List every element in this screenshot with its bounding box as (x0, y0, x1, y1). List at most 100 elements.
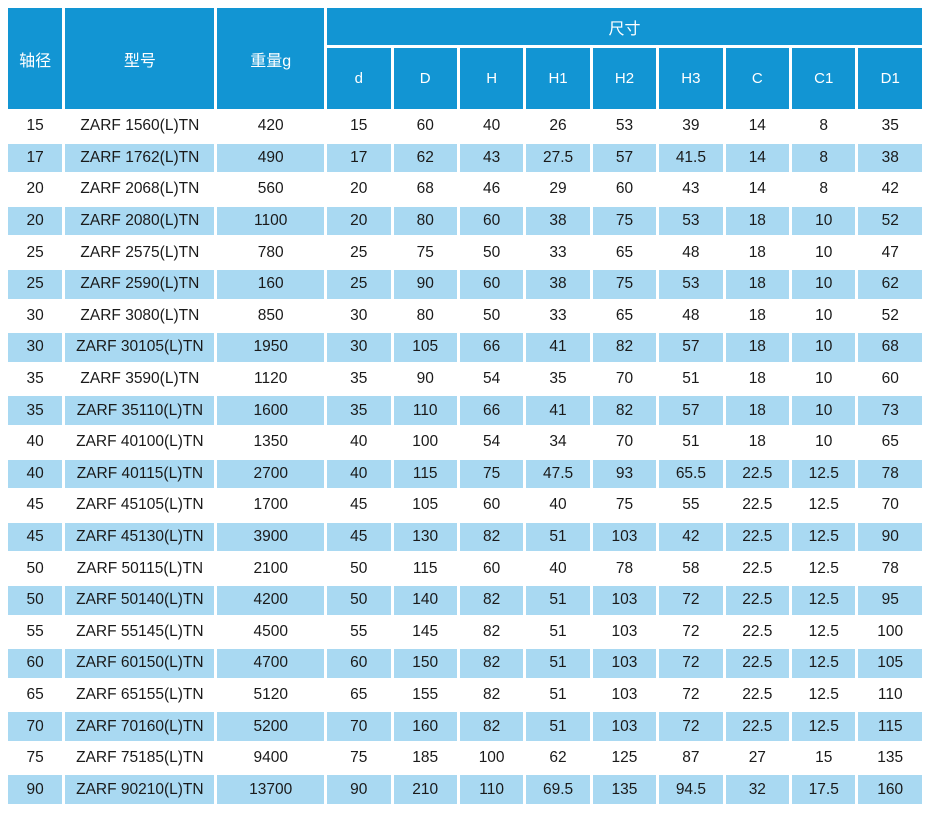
shaft-diameter-cell: 45 (8, 491, 63, 520)
dim-C-cell: 18 (725, 269, 790, 299)
dim-d-cell: 40 (327, 427, 391, 457)
dim-H-cell: 82 (459, 522, 524, 552)
dim-H3-cell: 48 (659, 301, 723, 331)
dim-H1-cell: 33 (526, 238, 590, 267)
dim-H3-cell: 48 (659, 238, 723, 267)
dim-H-cell: 100 (459, 743, 524, 773)
dim-d-cell: 45 (327, 522, 391, 552)
shaft-diameter-cell: 75 (8, 743, 63, 773)
dim-H1-cell: 51 (526, 585, 590, 615)
column-header-dim-D: D (393, 48, 457, 109)
dim-H-cell: 60 (459, 206, 524, 236)
weight-cell: 1950 (217, 333, 325, 362)
dim-C-cell: 27 (725, 743, 790, 773)
dim-H2-cell: 60 (592, 175, 657, 204)
dim-D1-cell: 73 (858, 396, 922, 425)
dim-C-cell: 32 (725, 775, 790, 805)
table-row: 45 ZARF 45105(L)TN 1700 45 105 60 40 75 55 22.5 12… (8, 491, 922, 520)
dim-C1-cell: 12.5 (792, 585, 856, 615)
dim-D1-cell: 65 (858, 427, 922, 457)
model-cell: ZARF 2575(L)TN (65, 238, 215, 267)
dim-H3-cell: 39 (659, 112, 723, 141)
column-header-dim-H3: H3 (659, 48, 723, 109)
table-row: 65 ZARF 65155(L)TN 5120 65 155 82 51 103 72 22.5 1… (8, 680, 922, 710)
dim-H3-cell: 51 (659, 427, 723, 457)
dim-H2-cell: 53 (592, 112, 657, 141)
weight-cell: 5120 (217, 680, 325, 710)
dim-d-cell: 50 (327, 554, 391, 583)
model-cell: ZARF 45105(L)TN (65, 491, 215, 520)
dim-C1-cell: 10 (792, 238, 856, 267)
dim-C1-cell: 10 (792, 301, 856, 331)
header-sub-row: d D H H1 H2 H3 C C1 D1 (8, 48, 922, 109)
shaft-diameter-cell: 20 (8, 175, 63, 204)
dim-C-cell: 22.5 (725, 649, 790, 678)
dim-d-cell: 90 (327, 775, 391, 805)
weight-cell: 4200 (217, 585, 325, 615)
dim-H-cell: 54 (459, 427, 524, 457)
dim-D-cell: 90 (393, 269, 457, 299)
model-cell: ZARF 35110(L)TN (65, 396, 215, 425)
dim-C1-cell: 10 (792, 333, 856, 362)
dim-H-cell: 82 (459, 585, 524, 615)
dim-d-cell: 45 (327, 491, 391, 520)
dim-H-cell: 50 (459, 238, 524, 267)
dim-C-cell: 22.5 (725, 712, 790, 741)
column-header-dim-C1: C1 (792, 48, 856, 109)
shaft-diameter-cell: 70 (8, 712, 63, 741)
dim-H3-cell: 72 (659, 712, 723, 741)
dim-H1-cell: 51 (526, 712, 590, 741)
dim-C-cell: 22.5 (725, 680, 790, 710)
dim-D-cell: 60 (393, 112, 457, 141)
dim-C-cell: 14 (725, 112, 790, 141)
table-row: 35 ZARF 35110(L)TN 1600 35 110 66 41 82 57 18 10 73 (8, 396, 922, 425)
weight-cell: 2100 (217, 554, 325, 583)
dim-C1-cell: 12.5 (792, 649, 856, 678)
model-cell: ZARF 50115(L)TN (65, 554, 215, 583)
dim-D1-cell: 90 (858, 522, 922, 552)
bearing-spec-table: 轴径 型号 重量g 尺寸 d D H H1 H2 H3 C C1 D1 15 ZA… (5, 5, 925, 807)
dim-C-cell: 18 (725, 427, 790, 457)
dim-D-cell: 62 (393, 143, 457, 173)
dim-C1-cell: 12.5 (792, 459, 856, 489)
dim-D1-cell: 62 (858, 269, 922, 299)
dim-H2-cell: 75 (592, 269, 657, 299)
dim-H-cell: 43 (459, 143, 524, 173)
shaft-diameter-cell: 25 (8, 238, 63, 267)
weight-cell: 5200 (217, 712, 325, 741)
column-header-dim-D1: D1 (858, 48, 922, 109)
model-cell: ZARF 65155(L)TN (65, 680, 215, 710)
dim-d-cell: 65 (327, 680, 391, 710)
dim-H2-cell: 103 (592, 522, 657, 552)
dim-H2-cell: 135 (592, 775, 657, 805)
dim-H-cell: 60 (459, 554, 524, 583)
dim-H1-cell: 51 (526, 522, 590, 552)
dim-C-cell: 22.5 (725, 617, 790, 647)
weight-cell: 1600 (217, 396, 325, 425)
shaft-diameter-cell: 30 (8, 333, 63, 362)
dim-d-cell: 25 (327, 269, 391, 299)
dim-d-cell: 20 (327, 175, 391, 204)
dim-H2-cell: 75 (592, 206, 657, 236)
dim-D-cell: 140 (393, 585, 457, 615)
dim-H1-cell: 40 (526, 554, 590, 583)
dim-d-cell: 17 (327, 143, 391, 173)
dim-D1-cell: 78 (858, 459, 922, 489)
dim-H2-cell: 78 (592, 554, 657, 583)
dim-D1-cell: 135 (858, 743, 922, 773)
dim-C1-cell: 12.5 (792, 617, 856, 647)
dim-H-cell: 66 (459, 333, 524, 362)
dim-D-cell: 80 (393, 301, 457, 331)
table-row: 60 ZARF 60150(L)TN 4700 60 150 82 51 103 72 22.5 1… (8, 649, 922, 678)
dim-H2-cell: 93 (592, 459, 657, 489)
dim-H2-cell: 65 (592, 238, 657, 267)
dim-H-cell: 82 (459, 617, 524, 647)
dim-C1-cell: 12.5 (792, 680, 856, 710)
shaft-diameter-cell: 40 (8, 427, 63, 457)
table-row: 45 ZARF 45130(L)TN 3900 45 130 82 51 103 42 22.5 1… (8, 522, 922, 552)
dim-H1-cell: 38 (526, 206, 590, 236)
table-row: 20 ZARF 2080(L)TN 1100 20 80 60 38 75 53 18 10 52 (8, 206, 922, 236)
dim-H1-cell: 38 (526, 269, 590, 299)
model-cell: ZARF 3080(L)TN (65, 301, 215, 331)
dim-H2-cell: 103 (592, 712, 657, 741)
